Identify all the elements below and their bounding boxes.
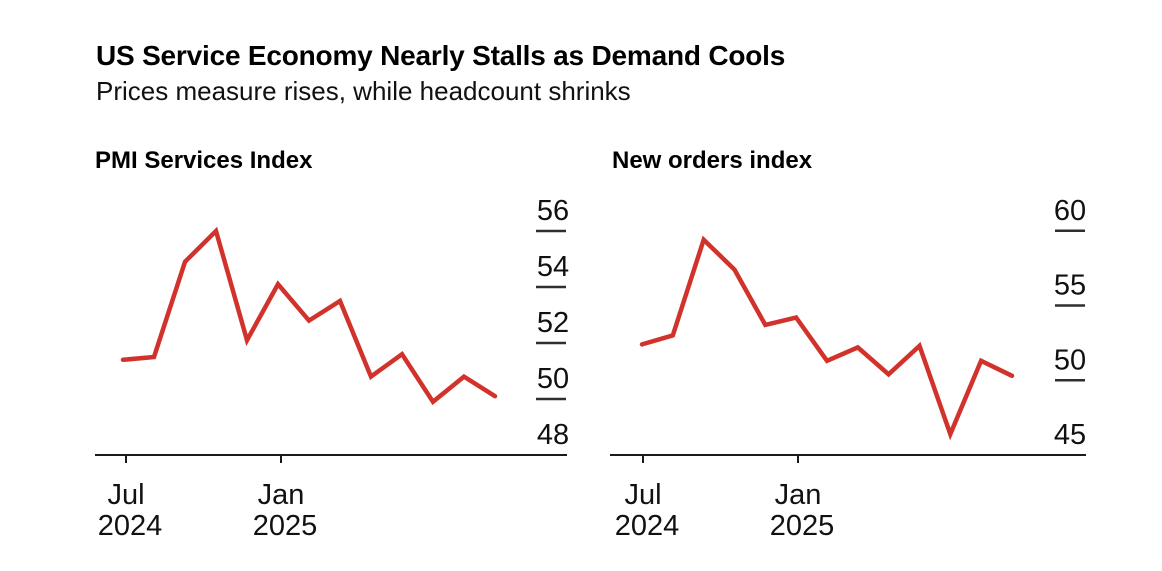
pmi-x-tick-month: Jan <box>258 479 305 511</box>
pmi-y-tick-label: 52 <box>537 307 569 339</box>
pmi-series-line <box>120 226 498 406</box>
new-orders-x-tick-year: 2025 <box>770 510 835 542</box>
pmi-y-tick-label: 56 <box>537 195 569 227</box>
pmi-x-tick-month: Jul <box>107 479 144 511</box>
new-orders-y-tick-label: 60 <box>1054 195 1086 227</box>
pmi-x-tick-year: 2024 <box>98 510 163 542</box>
new-orders-series-line <box>639 235 1015 441</box>
new-orders-x-tick-month: Jan <box>775 479 822 511</box>
right-chart-title: New orders index <box>612 147 813 174</box>
new-orders-x-tick-year: 2024 <box>615 510 680 542</box>
pmi-y-tick-label: 48 <box>537 419 569 451</box>
new-orders-y-tick-label: 55 <box>1054 270 1086 302</box>
pmi-y-tick-label: 54 <box>537 251 569 283</box>
new-orders-y-tick-label: 45 <box>1054 419 1086 451</box>
new-orders-y-tick-label: 50 <box>1054 344 1086 376</box>
figure-subtitle: Prices measure rises, while headcount sh… <box>96 76 631 106</box>
pmi-y-tick-label: 50 <box>537 363 569 395</box>
pmi-x-tick-year: 2025 <box>253 510 318 542</box>
new-orders-x-tick-month: Jul <box>624 479 661 511</box>
figure-title: US Service Economy Nearly Stalls as Dema… <box>96 40 786 71</box>
left-chart-title: PMI Services Index <box>95 147 313 174</box>
